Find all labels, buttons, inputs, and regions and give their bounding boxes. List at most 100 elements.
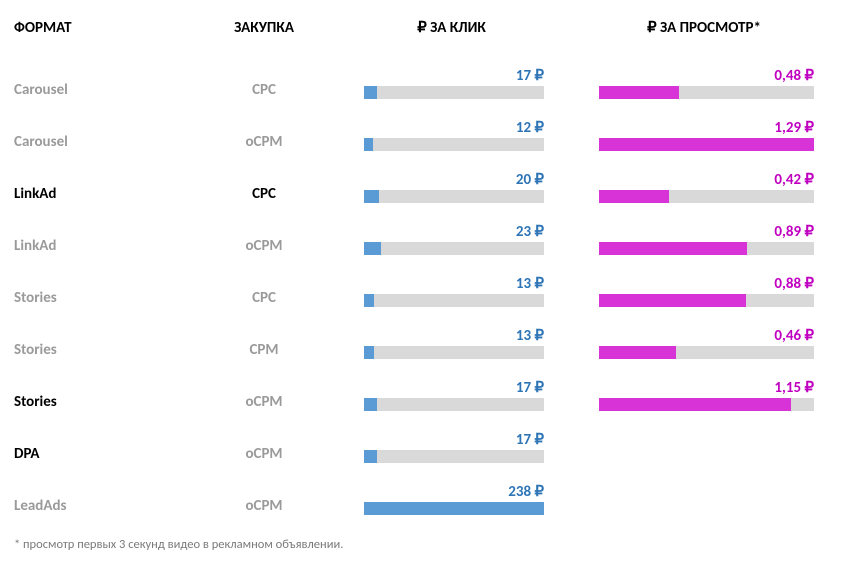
click-bar-fill: [364, 294, 374, 307]
click-bar-cell: 13 ₽: [344, 274, 579, 311]
click-bar-cell: 13 ₽: [344, 326, 579, 363]
format-label: Stories: [14, 393, 184, 415]
click-bar-fill: [364, 502, 544, 515]
view-bar-cell: [579, 515, 829, 519]
click-value: 13 ₽: [364, 274, 544, 293]
format-label: LeadAds: [14, 497, 184, 519]
view-bar-fill: [599, 242, 747, 255]
click-value: 13 ₽: [364, 326, 544, 345]
click-bar-track: [364, 450, 544, 463]
buy-label: CPC: [184, 81, 344, 103]
click-bar-track: [364, 346, 544, 359]
buy-label: oCPM: [184, 393, 344, 415]
view-bar-track: [599, 138, 814, 151]
buy-label: oCPM: [184, 133, 344, 155]
table-row: LinkAdCPC 20 ₽ 0,42 ₽: [14, 155, 848, 207]
click-bar-cell: 23 ₽: [344, 222, 579, 259]
click-bar-fill: [364, 242, 381, 255]
view-bar-track: [599, 86, 814, 99]
click-bar-cell: 17 ₽: [344, 66, 579, 103]
click-value: 17 ₽: [364, 378, 544, 397]
view-bar-cell: 0,48 ₽: [579, 66, 829, 103]
click-bar-cell: 12 ₽: [344, 118, 579, 155]
click-bar-fill: [364, 346, 374, 359]
format-label: LinkAd: [14, 237, 184, 259]
view-bar-fill: [599, 294, 746, 307]
view-bar-cell: 0,88 ₽: [579, 274, 829, 311]
table-row: StoriesCPM 13 ₽ 0,46 ₽: [14, 311, 848, 363]
view-bar-cell: 1,29 ₽: [579, 118, 829, 155]
header-format: ФОРМАТ: [14, 19, 184, 37]
view-bar-track: [599, 346, 814, 359]
click-bar-track: [364, 86, 544, 99]
header-click: ₽ ЗА КЛИК: [344, 18, 579, 37]
footnote: * просмотр первых 3 секунд видео в рекла…: [14, 537, 848, 552]
table-row: StoriesCPC 13 ₽ 0,88 ₽: [14, 259, 848, 311]
buy-label: oCPM: [184, 445, 344, 467]
click-value: 17 ₽: [364, 430, 544, 449]
format-label: LinkAd: [14, 185, 184, 207]
view-bar-fill: [599, 86, 679, 99]
table-row: DPAoCPM 17 ₽: [14, 415, 848, 467]
click-value: 12 ₽: [364, 118, 544, 137]
buy-label: oCPM: [184, 497, 344, 519]
table-row: LeadAdsoCPM 238 ₽: [14, 467, 848, 519]
view-bar-fill: [599, 190, 669, 203]
table-row: CarouseloCPM 12 ₽ 1,29 ₽: [14, 103, 848, 155]
click-bar-cell: 238 ₽: [344, 482, 579, 519]
click-bar-track: [364, 242, 544, 255]
header-view: ₽ ЗА ПРОСМОТР*: [579, 18, 829, 37]
view-bar-fill: [599, 346, 676, 359]
view-value: 0,48 ₽: [599, 66, 814, 85]
click-bar-fill: [364, 398, 377, 411]
format-label: Stories: [14, 341, 184, 363]
click-value: 238 ₽: [364, 482, 544, 501]
table-row: LinkAdoCPM 23 ₽ 0,89 ₽: [14, 207, 848, 259]
table-row: CarouselCPC 17 ₽ 0,48 ₽: [14, 51, 848, 103]
format-label: Stories: [14, 289, 184, 311]
click-bar-track: [364, 190, 544, 203]
buy-label: oCPM: [184, 237, 344, 259]
view-bar-track: [599, 190, 814, 203]
format-label: Carousel: [14, 133, 184, 155]
view-bar-cell: 0,42 ₽: [579, 170, 829, 207]
view-value: 0,42 ₽: [599, 170, 814, 189]
view-bar-track: [599, 398, 814, 411]
click-bar-track: [364, 398, 544, 411]
view-value: 1,15 ₽: [599, 378, 814, 397]
data-rows: CarouselCPC17 ₽0,48 ₽CarouseloCPM12 ₽1,2…: [14, 51, 848, 519]
click-bar-fill: [364, 190, 379, 203]
click-bar-fill: [364, 450, 377, 463]
buy-label: CPM: [184, 341, 344, 363]
view-bar-fill: [599, 398, 791, 411]
view-bar-cell: [579, 463, 829, 467]
pricing-table: ФОРМАТ ЗАКУПКА ₽ ЗА КЛИК ₽ ЗА ПРОСМОТР* …: [14, 18, 848, 519]
click-bar-fill: [364, 86, 377, 99]
table-row: StoriesoCPM 17 ₽ 1,15 ₽: [14, 363, 848, 415]
view-bar-track: [599, 242, 814, 255]
click-value: 20 ₽: [364, 170, 544, 189]
click-bar-cell: 20 ₽: [344, 170, 579, 207]
buy-label: CPC: [184, 289, 344, 311]
header-buy: ЗАКУПКА: [184, 19, 344, 37]
view-bar-fill: [599, 138, 814, 151]
click-bar-cell: 17 ₽: [344, 430, 579, 467]
view-bar-cell: 1,15 ₽: [579, 378, 829, 415]
view-bar-cell: 0,89 ₽: [579, 222, 829, 259]
click-bar-track: [364, 502, 544, 515]
buy-label: CPC: [184, 185, 344, 207]
click-bar-track: [364, 294, 544, 307]
view-value: 1,29 ₽: [599, 118, 814, 137]
view-value: 0,46 ₽: [599, 326, 814, 345]
format-label: DPA: [14, 445, 184, 467]
click-bar-track: [364, 138, 544, 151]
view-value: 0,89 ₽: [599, 222, 814, 241]
header-row: ФОРМАТ ЗАКУПКА ₽ ЗА КЛИК ₽ ЗА ПРОСМОТР*: [14, 18, 848, 37]
click-bar-cell: 17 ₽: [344, 378, 579, 415]
view-value: 0,88 ₽: [599, 274, 814, 293]
view-bar-cell: 0,46 ₽: [579, 326, 829, 363]
click-value: 17 ₽: [364, 66, 544, 85]
view-bar-track: [599, 294, 814, 307]
click-value: 23 ₽: [364, 222, 544, 241]
format-label: Carousel: [14, 81, 184, 103]
